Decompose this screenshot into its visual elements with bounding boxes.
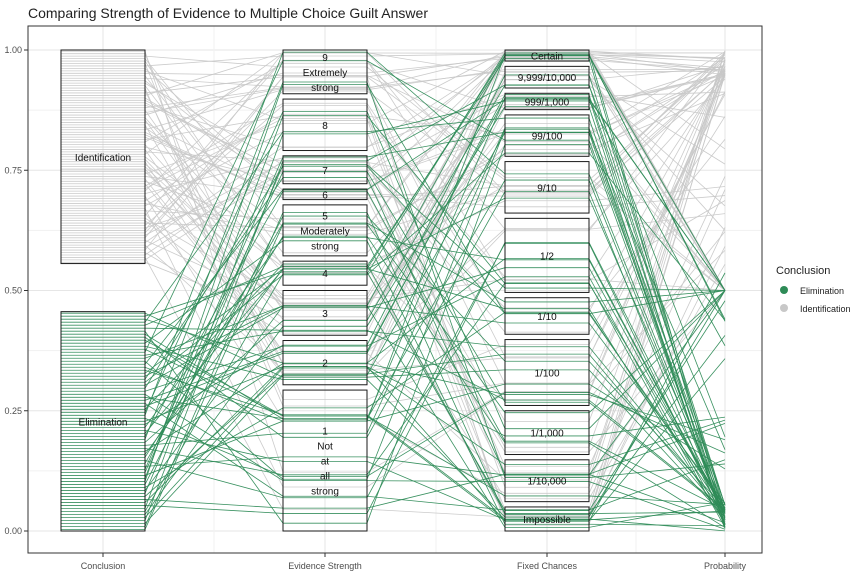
stratum-box	[504, 459, 590, 503]
stratum-label: Impossible	[523, 515, 571, 526]
stratum-label: Not	[317, 442, 333, 453]
stratum-fixed-chances-1-10-000: 1/10,000	[504, 459, 590, 503]
stratum-box	[504, 65, 590, 89]
stratum-evidence-strength-2: 2	[282, 340, 368, 386]
stratum-label: strong	[311, 487, 339, 498]
stratum-evidence-strength-9: 9 Extremely strong	[282, 49, 368, 95]
stratum-box	[504, 506, 590, 532]
x-tick-label-fixed-chances: Fixed Chances	[517, 561, 578, 571]
stratum-label: strong	[311, 83, 339, 94]
stratum-label: 8	[322, 121, 328, 132]
stratum-label: 1	[322, 427, 328, 438]
x-tick-label-evidence-strength: Evidence Strength	[288, 561, 362, 571]
stratum-evidence-strength-5: 5 Moderately strong	[282, 204, 368, 257]
stratum-label: 1/2	[540, 251, 554, 262]
stratum-label: Certain	[531, 52, 563, 63]
legend-entry-identification: Identification	[780, 304, 851, 314]
chart-title: Comparing Strength of Evidence to Multip…	[28, 5, 428, 21]
legend-key-identification	[780, 304, 788, 312]
stratum-label: Identification	[75, 153, 131, 164]
stratum-box	[504, 92, 590, 111]
y-tick-label: 0.50	[4, 286, 22, 296]
stratum-label: strong	[311, 241, 339, 252]
stratum-box	[282, 389, 368, 532]
stratum-box	[282, 188, 368, 201]
y-tick-label: 0.75	[4, 165, 22, 175]
stratum-conclusion-identification: Identification	[60, 49, 146, 265]
stratum-box	[504, 297, 590, 335]
x-axis: Conclusion Evidence Strength Fixed Chances…	[81, 553, 747, 571]
stratum-box	[504, 114, 590, 157]
stratum-box	[504, 49, 590, 62]
plot-panel-border	[27, 25, 763, 554]
x-tick-label-probability: Probability	[704, 561, 747, 571]
stratum-evidence-strength-1: 1 Not at all strong	[282, 389, 368, 532]
y-tick-label: 0.00	[4, 526, 22, 536]
legend-label-elimination: Elimination	[800, 286, 844, 296]
stratum-label: Moderately	[300, 226, 349, 237]
stratum-label: 1/1,000	[530, 429, 564, 440]
stratum-label: 4	[322, 269, 328, 280]
stratum-fixed-chances-1-100: 1/100	[504, 339, 590, 406]
y-tick-label: 0.25	[4, 406, 22, 416]
stratum-label: all	[320, 472, 330, 483]
x-tick-label-conclusion: Conclusion	[81, 561, 126, 571]
legend-title: Conclusion	[776, 265, 830, 277]
stratum-box	[504, 339, 590, 406]
stratum-fixed-chances-99-100: 99/100	[504, 114, 590, 157]
stratum-evidence-strength-4: 4	[282, 260, 368, 286]
stratum-box	[504, 217, 590, 293]
stratum-evidence-strength-7: 7	[282, 155, 368, 185]
stratum-evidence-strength-3: 3	[282, 290, 368, 336]
stratum-fixed-chances-certain: Certain	[504, 49, 590, 63]
stratum-box	[282, 204, 368, 257]
stratum-evidence-strength-6: 6	[282, 188, 368, 201]
strata: Elimination Identification 1 Not at all strong…	[60, 49, 590, 532]
stratum-label: 9,999/10,000	[518, 73, 577, 84]
stratum-fixed-chances-1-10: 1/10	[504, 297, 590, 335]
y-tick-label: 1.00	[4, 45, 22, 55]
legend-entry-elimination: Elimination	[780, 286, 844, 296]
y-axis: 0.00 0.25 0.50 0.75 1.00	[4, 45, 28, 536]
stratum-fixed-chances-999-1-000: 999/1,000	[504, 92, 590, 111]
stratum-fixed-chances-9-10: 9/10	[504, 161, 590, 214]
stratum-fixed-chances-9-999-10-000: 9,999/10,000	[504, 65, 590, 89]
stratum-box	[282, 290, 368, 336]
stratum-evidence-strength-8: 8	[282, 98, 368, 152]
legend-key-elimination	[780, 286, 788, 294]
stratum-label: 999/1,000	[525, 97, 570, 108]
stratum-box	[60, 311, 146, 532]
stratum-fixed-chances-1-2: 1/2	[504, 217, 590, 293]
stratum-fixed-chances-1-1-000: 1/1,000	[504, 410, 590, 456]
stratum-box	[282, 49, 368, 95]
stratum-label: 1/10,000	[528, 477, 567, 488]
stratum-label: at	[321, 457, 330, 468]
stratum-box	[504, 161, 590, 214]
stratum-conclusion-elimination: Elimination	[60, 311, 146, 532]
legend-label-identification: Identification	[800, 304, 851, 314]
stratum-label: Elimination	[79, 417, 128, 428]
stratum-box	[60, 49, 146, 265]
stratum-label: 1/10	[537, 312, 557, 323]
stratum-label: 99/100	[532, 132, 563, 143]
stratum-box	[282, 155, 368, 185]
stratum-box	[282, 98, 368, 152]
stratum-label: 9/10	[537, 183, 557, 194]
stratum-label: 5	[322, 211, 328, 222]
stratum-label: 2	[322, 359, 328, 370]
stratum-label: 1/100	[534, 369, 559, 380]
stratum-label: 3	[322, 309, 328, 320]
legend: Conclusion Elimination Identification	[776, 265, 851, 314]
flow-identification	[61, 76, 726, 234]
stratum-label: 6	[322, 190, 328, 201]
stratum-box	[504, 410, 590, 456]
stratum-box	[282, 340, 368, 386]
stratum-label: Extremely	[303, 68, 347, 79]
stratum-label: 7	[322, 166, 328, 177]
stratum-box	[282, 260, 368, 286]
stratum-label: 9	[322, 53, 328, 64]
stratum-fixed-chances-impossible: Impossible	[504, 506, 590, 532]
